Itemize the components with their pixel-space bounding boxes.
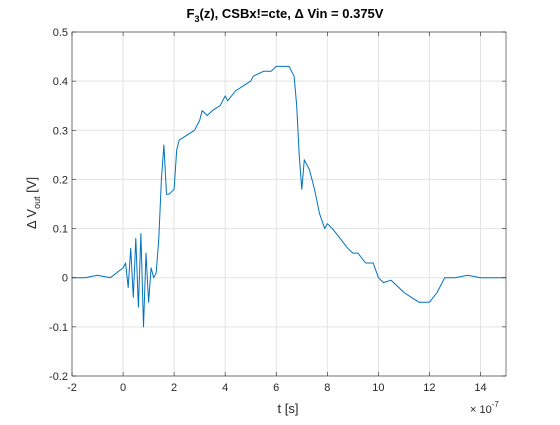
y-axis-label: Δ Vout [V]: [24, 177, 42, 229]
y-tick-label: 0.2: [53, 174, 68, 186]
x-tick-label: 0: [120, 382, 126, 394]
xmult-exponent: -7: [492, 400, 500, 409]
x-tick-label: 4: [222, 382, 228, 394]
title-pre: F: [187, 6, 195, 21]
x-tick-label: 8: [324, 382, 330, 394]
x-tick-label: 10: [372, 382, 384, 394]
y-tick-label: 0.1: [53, 224, 68, 236]
title-sub: 3: [194, 14, 199, 24]
x-tick-label: 6: [273, 382, 279, 394]
chart-title: F3(z), CSBx!=cte, Δ Vin = 0.375V: [187, 6, 384, 24]
title-post: (z), CSBx!=cte, Δ Vin = 0.375V: [200, 6, 384, 21]
x-tick-label: -2: [67, 382, 77, 394]
series-line: [72, 65, 506, 328]
ylabel-sub: out: [32, 196, 42, 209]
x-axis-label: t [s]: [278, 401, 299, 416]
ylabel-pre: Δ V: [24, 209, 39, 230]
ticks: -2 0 2 4 6 8 10 12 14 -0.2 -0.1 0 0.1 0.2 0.3 0.4 0.5: [49, 27, 506, 394]
x-tick-label: 14: [474, 382, 486, 394]
x-tick-label: 12: [423, 382, 435, 394]
axes-box: [71, 31, 507, 377]
y-tick-label: -0.1: [49, 322, 68, 334]
x-tick-label: 2: [171, 382, 177, 394]
y-tick-label: -0.2: [49, 371, 68, 383]
ylabel-post: [V]: [24, 177, 39, 197]
y-tick-label: 0: [62, 273, 68, 285]
series-layer: [72, 65, 506, 328]
xmult-base: × 10: [470, 404, 492, 416]
grid: [71, 31, 506, 377]
y-tick-label: 0.5: [53, 27, 68, 39]
x-axis-multiplier: × 10-7: [470, 400, 499, 416]
y-tick-label: 0.4: [53, 76, 68, 88]
y-tick-label: 0.3: [53, 125, 68, 137]
